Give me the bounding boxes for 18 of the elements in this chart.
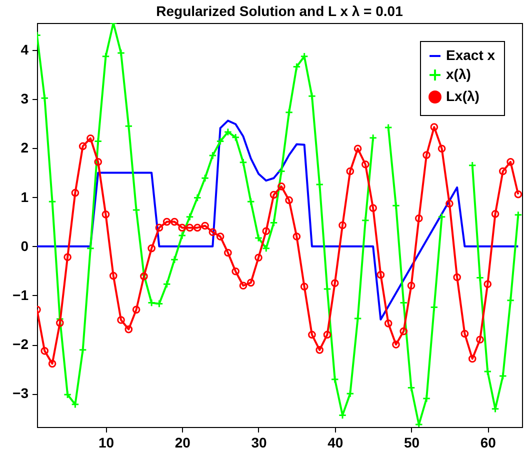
y-tick-label: 1 <box>20 188 29 205</box>
y-tick-label: 4 <box>20 42 29 58</box>
legend-label: Lx(λ) <box>446 88 480 104</box>
x-tick-label: 20 <box>174 434 191 450</box>
x-tick-label: 40 <box>328 434 344 450</box>
x-tick-label: 60 <box>480 434 496 450</box>
legend-label: Exact x <box>446 47 496 63</box>
x-tick-label: 50 <box>404 434 420 450</box>
y-tick-label: −2 <box>12 336 29 352</box>
x-tick-label: 10 <box>98 434 114 450</box>
y-tick-label: −3 <box>12 385 29 402</box>
y-tick-label: −1 <box>12 286 29 303</box>
legend-label: x(λ) <box>446 66 471 82</box>
chart-title: Regularized Solution and L x λ = 0.01 <box>156 3 404 19</box>
x-tick-label: 30 <box>251 434 267 450</box>
y-tick-label: 3 <box>20 90 29 107</box>
y-tick-label: 2 <box>20 140 29 156</box>
y-tick-label: 0 <box>20 238 29 254</box>
